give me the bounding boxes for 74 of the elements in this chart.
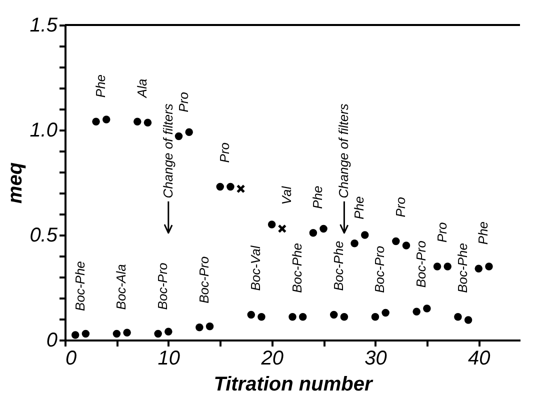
annotation: Boc-Val xyxy=(248,244,264,291)
annotation: Ala xyxy=(134,78,150,99)
point xyxy=(382,308,390,317)
annotation: Pro xyxy=(217,142,232,163)
annotation: Pro xyxy=(434,222,450,242)
annotation: Pro xyxy=(392,197,408,218)
ref-line-label: Change of filters xyxy=(336,103,352,198)
annotation: Boc-Pro xyxy=(155,262,170,310)
point xyxy=(402,242,410,250)
annotation: Boc-Pro xyxy=(372,246,388,293)
point xyxy=(216,182,224,191)
x-axis-title: Titration number xyxy=(214,374,374,396)
point xyxy=(298,313,307,321)
point xyxy=(134,118,142,126)
point xyxy=(340,313,348,321)
point xyxy=(123,328,131,337)
point xyxy=(258,313,266,321)
annotation: Boc-Phe xyxy=(72,261,88,311)
point xyxy=(412,308,420,316)
point xyxy=(278,224,287,234)
point xyxy=(288,313,296,321)
annotation: Val xyxy=(279,185,294,205)
point xyxy=(236,184,246,194)
point xyxy=(330,310,338,319)
y-axis-title: meq xyxy=(4,162,27,204)
point xyxy=(350,240,358,248)
point xyxy=(185,128,193,136)
point xyxy=(154,330,162,338)
ref-line-label: Change of filters xyxy=(160,103,176,198)
annotation: Boc-Phe xyxy=(290,243,304,293)
y-tick-label: 0 xyxy=(46,330,58,352)
point xyxy=(474,264,483,272)
annotation: Phe xyxy=(476,221,491,245)
annotation: Phe xyxy=(93,74,108,98)
x-tick-label: 20 xyxy=(260,348,284,370)
y-tick-label: 1.5 xyxy=(30,14,58,36)
point xyxy=(206,322,214,330)
annotation: Boc-Phe xyxy=(330,240,346,291)
point xyxy=(226,182,234,191)
annotation: Boc-Pro xyxy=(414,240,429,288)
point xyxy=(371,313,380,321)
point xyxy=(268,220,276,228)
point xyxy=(247,310,256,319)
point xyxy=(454,313,462,321)
point xyxy=(196,324,204,332)
annotation: Boc-Ala xyxy=(114,264,129,310)
annotation: Pro xyxy=(176,92,191,112)
point xyxy=(71,331,80,339)
point xyxy=(144,118,152,127)
x-tick-label: 0 xyxy=(66,348,77,370)
annotation: Boc-Pro xyxy=(196,256,212,304)
point xyxy=(174,132,183,140)
point xyxy=(485,262,493,270)
annotation: Phe xyxy=(352,196,367,220)
point xyxy=(92,118,100,126)
point xyxy=(433,262,442,270)
y-tick-label: 1.0 xyxy=(30,120,58,142)
y-tick-label: 0.5 xyxy=(30,224,58,246)
point xyxy=(444,262,452,270)
annotation: Phe xyxy=(310,186,326,209)
point xyxy=(82,330,90,338)
point xyxy=(361,231,369,239)
point xyxy=(102,116,110,124)
point xyxy=(423,304,431,312)
point xyxy=(320,224,328,233)
point xyxy=(112,330,121,338)
point xyxy=(309,229,318,237)
point xyxy=(392,237,400,246)
x-tick-label: 30 xyxy=(364,348,387,370)
point xyxy=(164,328,172,336)
x-tick-label: 10 xyxy=(158,348,180,370)
x-tick-label: 40 xyxy=(468,348,490,370)
annotation: Boc-Phe xyxy=(454,243,470,293)
point xyxy=(464,316,472,324)
